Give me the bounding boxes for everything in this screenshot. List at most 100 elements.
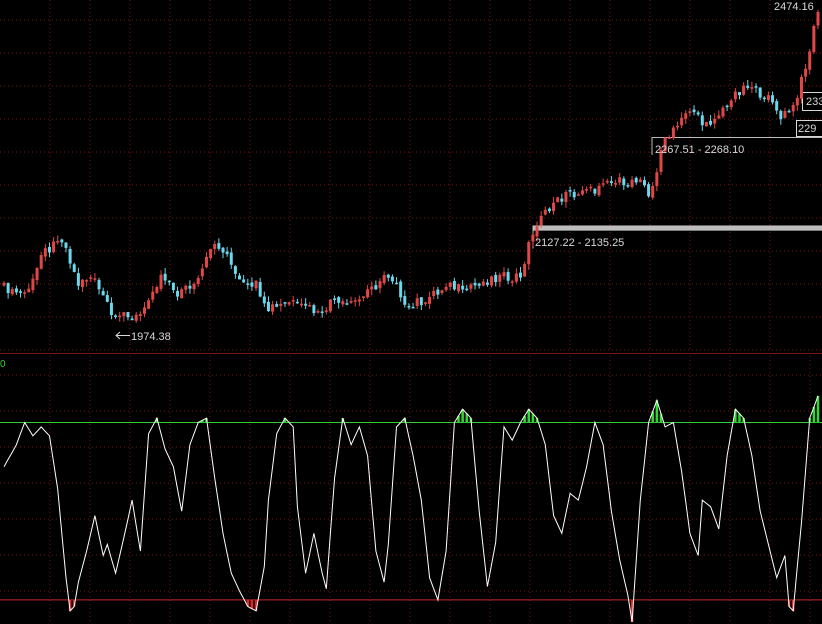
- candle-down: [758, 87, 762, 98]
- annotation-layer: 2474.16 1974.38 2127.22 - 2135.25 2267.5…: [0, 1, 822, 370]
- candle-down: [626, 185, 630, 187]
- candle-down: [762, 97, 766, 100]
- candle-up: [527, 242, 531, 265]
- candle-up: [601, 183, 605, 185]
- candle-up: [783, 111, 787, 118]
- candle-up: [729, 100, 733, 108]
- candle-up: [2, 282, 6, 286]
- candle-up: [688, 111, 692, 113]
- oscillator-line: [3, 395, 819, 623]
- candle-down: [14, 288, 18, 293]
- candle-down: [754, 86, 758, 88]
- candle-up: [804, 68, 808, 77]
- candle-down: [395, 282, 399, 285]
- candle-up: [27, 288, 31, 293]
- candle-up: [605, 180, 609, 183]
- candle-up: [704, 122, 708, 127]
- candle-down: [60, 239, 64, 243]
- candle-down: [76, 273, 80, 286]
- candle-down: [399, 281, 403, 298]
- candle-down: [609, 181, 613, 184]
- candle-up: [539, 215, 543, 226]
- candle-up: [378, 281, 382, 289]
- candle-down: [47, 246, 51, 253]
- candle-up: [490, 276, 494, 286]
- oscillator-legend-fragment: 0: [0, 359, 6, 370]
- candle-up: [52, 241, 56, 253]
- candle-up: [531, 234, 535, 242]
- candle-down: [19, 291, 23, 293]
- candle-up: [676, 125, 680, 128]
- candle-up: [138, 314, 142, 316]
- high-price-label: 2474.16: [774, 1, 814, 13]
- candle-up: [357, 299, 361, 302]
- candle-up: [618, 177, 622, 183]
- candle-down: [568, 190, 572, 192]
- candle-up: [204, 256, 208, 268]
- candle-up: [655, 172, 659, 187]
- candle-up: [382, 275, 386, 284]
- candle-down: [494, 274, 498, 282]
- candle-up: [155, 287, 159, 293]
- candle-up: [341, 301, 345, 305]
- candle-up: [481, 281, 485, 286]
- candle-up: [415, 298, 419, 307]
- candle-up: [35, 267, 39, 281]
- candle-down: [130, 318, 134, 321]
- candle-up: [56, 240, 60, 243]
- candle-down: [188, 285, 192, 289]
- candle-up: [300, 303, 304, 306]
- candle-down: [72, 264, 76, 272]
- candle-up: [213, 243, 217, 249]
- candle-up: [444, 286, 448, 290]
- candle-up: [514, 273, 518, 282]
- candle-down: [403, 296, 407, 305]
- candle-up: [134, 314, 138, 321]
- candle-up: [717, 115, 721, 119]
- candle-up: [308, 304, 312, 307]
- candle-up: [370, 286, 374, 290]
- candle-down: [419, 297, 423, 306]
- candle-up: [287, 302, 291, 305]
- candle-up: [680, 117, 684, 126]
- candle-up: [159, 274, 163, 289]
- candle-down: [250, 282, 254, 287]
- candle-down: [775, 101, 779, 111]
- candle-up: [667, 137, 671, 139]
- candle-up: [502, 272, 506, 277]
- candle-up: [651, 186, 655, 198]
- candle-up: [630, 179, 634, 187]
- candle-up: [448, 282, 452, 287]
- candle-up: [200, 268, 204, 277]
- candle-down: [477, 283, 481, 286]
- support-range-label: 2127.22 - 2135.25: [535, 237, 624, 249]
- candle-up: [428, 296, 432, 304]
- candle-down: [787, 110, 791, 113]
- candle-up: [196, 277, 200, 285]
- candle-up: [638, 179, 642, 182]
- candle-down: [242, 279, 246, 283]
- candle-down: [68, 248, 72, 264]
- candle-up: [721, 107, 725, 117]
- candle-up: [271, 304, 275, 312]
- oscillator-panel: [0, 395, 822, 623]
- candle-up: [89, 277, 93, 279]
- candle-up: [684, 113, 688, 119]
- candle-up: [576, 194, 580, 196]
- candle-down: [725, 105, 729, 108]
- candle-down: [737, 92, 741, 96]
- candle-up: [498, 274, 502, 282]
- candle-down: [101, 290, 105, 296]
- candle-down: [506, 272, 510, 281]
- price-tag-lower: 229: [798, 123, 816, 135]
- candle-down: [345, 303, 349, 305]
- candle-up: [43, 248, 47, 257]
- candle-up: [597, 185, 601, 196]
- candle-down: [461, 285, 465, 290]
- candle-up: [328, 299, 332, 312]
- candle-up: [118, 315, 122, 318]
- candle-up: [324, 310, 328, 312]
- candle-up: [543, 209, 547, 215]
- candle-down: [304, 303, 308, 306]
